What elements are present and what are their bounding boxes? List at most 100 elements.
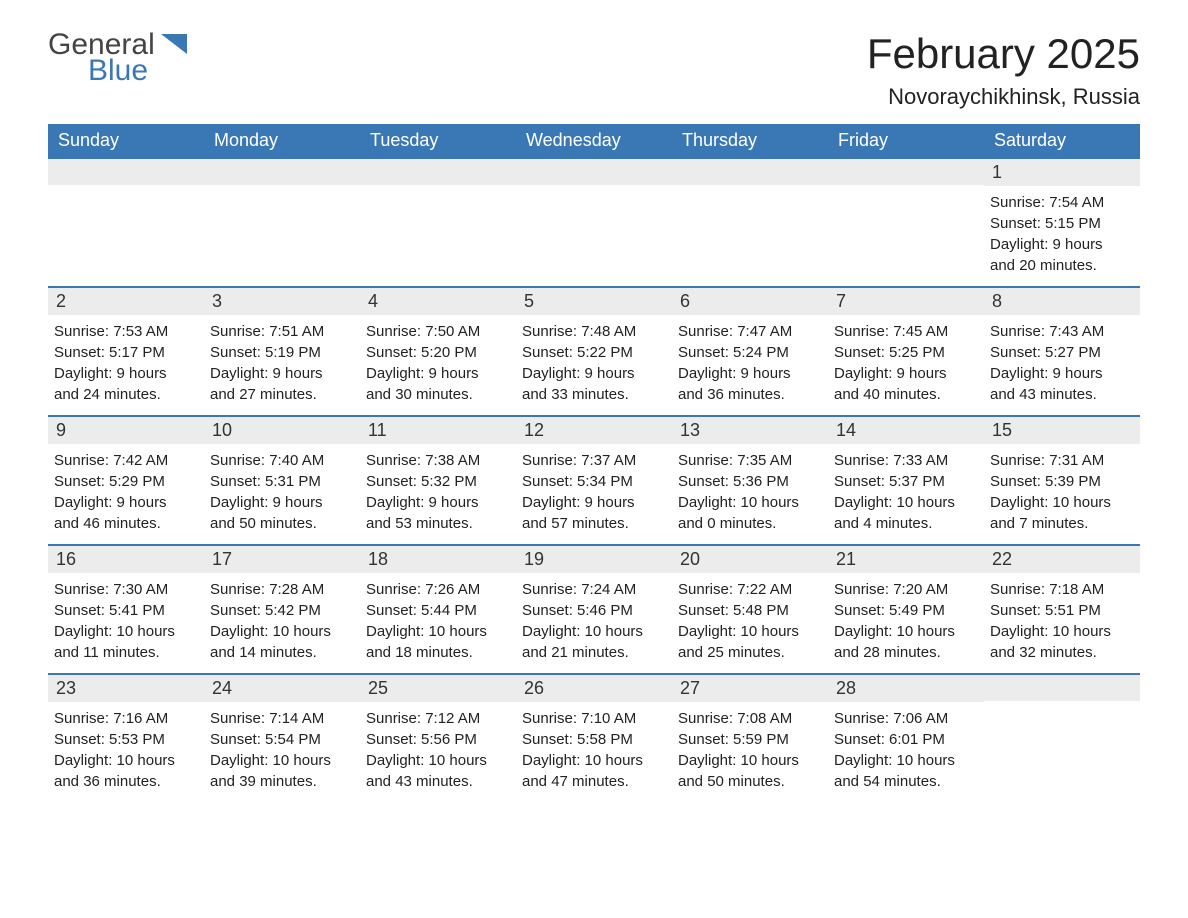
sunset-text: Sunset: 6:01 PM: [834, 729, 978, 750]
daylight-text2: and 50 minutes.: [678, 771, 822, 792]
daylight-text: Daylight: 10 hours: [366, 621, 510, 642]
day-number: 6: [672, 288, 828, 315]
day-data: Sunrise: 7:31 AMSunset: 5:39 PMDaylight:…: [984, 444, 1140, 544]
sunrise-text: Sunrise: 7:10 AM: [522, 708, 666, 729]
title-block: February 2025 Novoraychikhinsk, Russia: [867, 30, 1140, 110]
day-cell: 16Sunrise: 7:30 AMSunset: 5:41 PMDayligh…: [48, 546, 204, 673]
dayhead-friday: Friday: [828, 124, 984, 157]
sunrise-text: Sunrise: 7:50 AM: [366, 321, 510, 342]
day-data: Sunrise: 7:47 AMSunset: 5:24 PMDaylight:…: [672, 315, 828, 415]
day-data: Sunrise: 7:28 AMSunset: 5:42 PMDaylight:…: [204, 573, 360, 673]
day-data: Sunrise: 7:33 AMSunset: 5:37 PMDaylight:…: [828, 444, 984, 544]
sunrise-text: Sunrise: 7:22 AM: [678, 579, 822, 600]
day-number: 15: [984, 417, 1140, 444]
dayhead-saturday: Saturday: [984, 124, 1140, 157]
day-cell: 23Sunrise: 7:16 AMSunset: 5:53 PMDayligh…: [48, 675, 204, 802]
day-data: Sunrise: 7:35 AMSunset: 5:36 PMDaylight:…: [672, 444, 828, 544]
day-number: 5: [516, 288, 672, 315]
sunrise-text: Sunrise: 7:06 AM: [834, 708, 978, 729]
daylight-text: Daylight: 10 hours: [678, 492, 822, 513]
week-row: 9Sunrise: 7:42 AMSunset: 5:29 PMDaylight…: [48, 415, 1140, 544]
day-number: 8: [984, 288, 1140, 315]
sunrise-text: Sunrise: 7:12 AM: [366, 708, 510, 729]
day-number: 26: [516, 675, 672, 702]
daylight-text2: and 24 minutes.: [54, 384, 198, 405]
daylight-text: Daylight: 9 hours: [990, 234, 1134, 255]
daylight-text: Daylight: 9 hours: [366, 492, 510, 513]
sunset-text: Sunset: 5:29 PM: [54, 471, 198, 492]
day-number: 21: [828, 546, 984, 573]
day-number: [828, 159, 984, 185]
sunrise-text: Sunrise: 7:24 AM: [522, 579, 666, 600]
daylight-text2: and 39 minutes.: [210, 771, 354, 792]
daylight-text2: and 18 minutes.: [366, 642, 510, 663]
sunset-text: Sunset: 5:22 PM: [522, 342, 666, 363]
daylight-text2: and 4 minutes.: [834, 513, 978, 534]
day-data: Sunrise: 7:24 AMSunset: 5:46 PMDaylight:…: [516, 573, 672, 673]
daylight-text2: and 40 minutes.: [834, 384, 978, 405]
day-cell: 5Sunrise: 7:48 AMSunset: 5:22 PMDaylight…: [516, 288, 672, 415]
sunrise-text: Sunrise: 7:31 AM: [990, 450, 1134, 471]
day-number: 23: [48, 675, 204, 702]
day-number: 13: [672, 417, 828, 444]
sunrise-text: Sunrise: 7:53 AM: [54, 321, 198, 342]
sunrise-text: Sunrise: 7:14 AM: [210, 708, 354, 729]
day-number: 2: [48, 288, 204, 315]
sunrise-text: Sunrise: 7:28 AM: [210, 579, 354, 600]
day-cell: 24Sunrise: 7:14 AMSunset: 5:54 PMDayligh…: [204, 675, 360, 802]
day-cell: 12Sunrise: 7:37 AMSunset: 5:34 PMDayligh…: [516, 417, 672, 544]
day-data: Sunrise: 7:30 AMSunset: 5:41 PMDaylight:…: [48, 573, 204, 673]
day-cell: 18Sunrise: 7:26 AMSunset: 5:44 PMDayligh…: [360, 546, 516, 673]
day-data: Sunrise: 7:43 AMSunset: 5:27 PMDaylight:…: [984, 315, 1140, 415]
day-cell: 15Sunrise: 7:31 AMSunset: 5:39 PMDayligh…: [984, 417, 1140, 544]
location: Novoraychikhinsk, Russia: [867, 84, 1140, 110]
day-cell: 13Sunrise: 7:35 AMSunset: 5:36 PMDayligh…: [672, 417, 828, 544]
daylight-text2: and 27 minutes.: [210, 384, 354, 405]
week-row: 23Sunrise: 7:16 AMSunset: 5:53 PMDayligh…: [48, 673, 1140, 802]
day-cell: 11Sunrise: 7:38 AMSunset: 5:32 PMDayligh…: [360, 417, 516, 544]
week-row: 16Sunrise: 7:30 AMSunset: 5:41 PMDayligh…: [48, 544, 1140, 673]
week-row: 2Sunrise: 7:53 AMSunset: 5:17 PMDaylight…: [48, 286, 1140, 415]
daylight-text: Daylight: 9 hours: [54, 492, 198, 513]
daylight-text2: and 54 minutes.: [834, 771, 978, 792]
daylight-text2: and 46 minutes.: [54, 513, 198, 534]
page-header: General Blue February 2025 Novoraychikhi…: [48, 30, 1140, 110]
day-data: Sunrise: 7:18 AMSunset: 5:51 PMDaylight:…: [984, 573, 1140, 673]
sunrise-text: Sunrise: 7:30 AM: [54, 579, 198, 600]
sunrise-text: Sunrise: 7:51 AM: [210, 321, 354, 342]
day-number: 12: [516, 417, 672, 444]
day-cell: [516, 159, 672, 286]
sunset-text: Sunset: 5:53 PM: [54, 729, 198, 750]
sunrise-text: Sunrise: 7:45 AM: [834, 321, 978, 342]
daylight-text: Daylight: 10 hours: [210, 621, 354, 642]
sunrise-text: Sunrise: 7:20 AM: [834, 579, 978, 600]
dayhead-wednesday: Wednesday: [516, 124, 672, 157]
sunrise-text: Sunrise: 7:26 AM: [366, 579, 510, 600]
day-number: 3: [204, 288, 360, 315]
daylight-text2: and 11 minutes.: [54, 642, 198, 663]
dayhead-tuesday: Tuesday: [360, 124, 516, 157]
day-number: 17: [204, 546, 360, 573]
sunset-text: Sunset: 5:49 PM: [834, 600, 978, 621]
day-data: Sunrise: 7:16 AMSunset: 5:53 PMDaylight:…: [48, 702, 204, 802]
daylight-text2: and 0 minutes.: [678, 513, 822, 534]
sunset-text: Sunset: 5:36 PM: [678, 471, 822, 492]
daylight-text: Daylight: 10 hours: [990, 621, 1134, 642]
day-data: Sunrise: 7:40 AMSunset: 5:31 PMDaylight:…: [204, 444, 360, 544]
day-cell: [984, 675, 1140, 802]
daylight-text: Daylight: 10 hours: [522, 621, 666, 642]
day-cell: 22Sunrise: 7:18 AMSunset: 5:51 PMDayligh…: [984, 546, 1140, 673]
day-cell: [828, 159, 984, 286]
day-cell: [48, 159, 204, 286]
sunset-text: Sunset: 5:46 PM: [522, 600, 666, 621]
day-cell: 27Sunrise: 7:08 AMSunset: 5:59 PMDayligh…: [672, 675, 828, 802]
day-cell: 8Sunrise: 7:43 AMSunset: 5:27 PMDaylight…: [984, 288, 1140, 415]
daylight-text2: and 53 minutes.: [366, 513, 510, 534]
day-data: Sunrise: 7:51 AMSunset: 5:19 PMDaylight:…: [204, 315, 360, 415]
daylight-text2: and 14 minutes.: [210, 642, 354, 663]
day-number: [48, 159, 204, 185]
daylight-text2: and 36 minutes.: [678, 384, 822, 405]
logo-triangle-icon: [161, 34, 187, 59]
day-cell: 4Sunrise: 7:50 AMSunset: 5:20 PMDaylight…: [360, 288, 516, 415]
daylight-text: Daylight: 9 hours: [990, 363, 1134, 384]
